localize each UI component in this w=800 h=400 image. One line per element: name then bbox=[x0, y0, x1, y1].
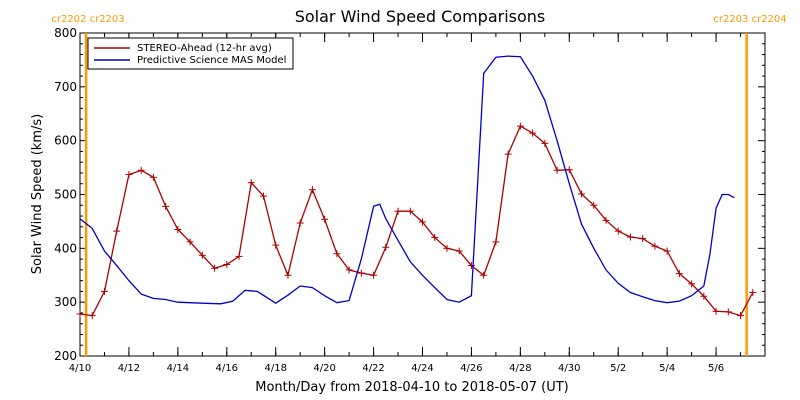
legend-box bbox=[87, 37, 294, 70]
y-tick-label: 500 bbox=[54, 188, 77, 202]
data-point-plus bbox=[626, 233, 634, 241]
y-tick-label: 400 bbox=[54, 241, 77, 255]
data-point-plus bbox=[663, 247, 671, 255]
data-point-plus bbox=[712, 307, 720, 315]
data-point-plus bbox=[235, 252, 243, 260]
data-point-plus bbox=[504, 150, 512, 158]
data-point-plus bbox=[651, 242, 659, 250]
x-tick-label: 4/18 bbox=[264, 363, 286, 374]
data-point-plus bbox=[431, 234, 439, 242]
y-tick-label: 600 bbox=[54, 134, 77, 148]
series-line-1 bbox=[79, 55, 735, 305]
data-point-plus bbox=[345, 266, 353, 274]
y-tick-label: 700 bbox=[54, 80, 77, 94]
data-point-plus bbox=[198, 251, 206, 259]
plot-frame bbox=[79, 32, 766, 357]
x-tick-label: 4/10 bbox=[69, 363, 91, 374]
data-point-plus bbox=[614, 227, 622, 235]
x-tick-label: 5/4 bbox=[659, 363, 675, 374]
data-point-plus bbox=[529, 129, 537, 137]
x-tick-label: 4/24 bbox=[411, 363, 433, 374]
data-point-plus bbox=[419, 218, 426, 226]
x-tick-label: 4/30 bbox=[558, 363, 580, 374]
data-point-plus bbox=[492, 238, 500, 246]
x-tick-label: 5/2 bbox=[610, 363, 626, 374]
data-point-plus bbox=[76, 310, 84, 318]
data-point-plus bbox=[675, 270, 683, 278]
data-point-plus bbox=[308, 186, 316, 194]
x-tick-label: 4/16 bbox=[216, 363, 238, 374]
data-point-plus bbox=[737, 312, 745, 320]
data-point-plus bbox=[186, 238, 194, 246]
data-point-plus bbox=[259, 192, 267, 200]
data-point-plus bbox=[174, 225, 182, 233]
data-point-plus bbox=[700, 292, 708, 300]
x-tick-label: 4/28 bbox=[509, 363, 531, 374]
y-tick-label: 200 bbox=[54, 349, 77, 363]
data-point-plus bbox=[88, 312, 96, 320]
data-point-plus bbox=[749, 288, 757, 296]
y-tick-label: 800 bbox=[54, 26, 77, 40]
y-axis-label: Solar Wind Speed (km/s) bbox=[30, 114, 45, 274]
data-point-plus bbox=[211, 264, 219, 272]
data-point-plus bbox=[467, 262, 475, 270]
data-point-plus bbox=[688, 280, 696, 288]
legend: STEREO-Ahead (12-hr avg) Predictive Scie… bbox=[87, 37, 294, 70]
x-tick-label: 4/14 bbox=[167, 363, 189, 374]
x-tick-label: 5/6 bbox=[708, 363, 724, 374]
data-point-plus bbox=[370, 271, 378, 279]
y-tick-label: 300 bbox=[54, 295, 77, 309]
data-point-plus bbox=[321, 215, 329, 223]
x-axis-label: Month/Day from 2018-04-10 to 2018-05-07 … bbox=[255, 380, 568, 395]
data-point-plus bbox=[223, 260, 231, 268]
data-point-plus bbox=[149, 173, 157, 181]
x-tick-label: 4/12 bbox=[118, 363, 140, 374]
x-tick-label: 4/26 bbox=[460, 363, 482, 374]
legend-label-stereo: STEREO-Ahead (12-hr avg) bbox=[137, 43, 272, 54]
data-point-plus bbox=[578, 190, 586, 198]
data-point-plus bbox=[455, 247, 463, 255]
data-point-plus bbox=[333, 250, 341, 258]
data-point-plus bbox=[284, 271, 292, 279]
data-point-plus bbox=[724, 308, 732, 316]
series-line-0 bbox=[79, 125, 754, 317]
data-point-plus bbox=[602, 216, 610, 224]
plot-area: 200 300 400 500 600 700 800 4/10 4/12 4/14 4/16 4/1… bbox=[54, 26, 766, 374]
data-point-plus bbox=[541, 139, 549, 147]
data-point-plus bbox=[480, 271, 488, 279]
data-point-plus bbox=[394, 207, 402, 215]
data-point-plus bbox=[565, 166, 573, 174]
data-point-plus bbox=[639, 235, 647, 243]
data-point-plus bbox=[272, 241, 280, 249]
data-point-plus bbox=[125, 171, 133, 179]
marker-label-left: cr2202 cr2203 bbox=[51, 14, 124, 25]
data-point-plus bbox=[137, 166, 145, 174]
data-point-plus bbox=[162, 202, 170, 210]
data-point-plus bbox=[553, 166, 561, 174]
chart-title: Solar Wind Speed Comparisons bbox=[295, 7, 546, 26]
data-point-plus bbox=[357, 269, 365, 277]
data-point-plus bbox=[382, 243, 390, 251]
data-point-plus bbox=[516, 122, 524, 130]
data-point-plus bbox=[247, 179, 255, 187]
legend-label-model: Predictive Science MAS Model bbox=[137, 55, 286, 66]
data-point-plus bbox=[406, 207, 414, 215]
data-point-plus bbox=[113, 227, 121, 235]
x-tick-label: 4/20 bbox=[313, 363, 335, 374]
data-point-plus bbox=[100, 287, 108, 295]
data-point-plus bbox=[296, 219, 304, 227]
marker-label-right: cr2203 cr2204 bbox=[713, 14, 786, 25]
data-point-plus bbox=[443, 244, 451, 252]
data-point-plus bbox=[590, 201, 598, 209]
x-tick-label: 4/22 bbox=[362, 363, 384, 374]
